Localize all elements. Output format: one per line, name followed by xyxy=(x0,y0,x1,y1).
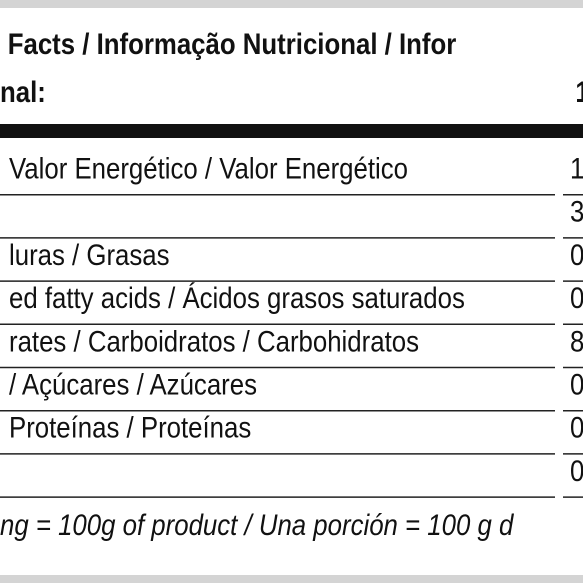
row-value: 1 xyxy=(570,152,583,185)
row-value: 0 xyxy=(570,454,583,487)
row-label: Valor Energético / Valor Energético xyxy=(9,152,408,185)
bottom-border xyxy=(0,575,583,583)
row-value: 3 xyxy=(570,195,583,228)
row-value: 8 xyxy=(570,325,583,358)
content: Facts / Informação Nutricional / Infor n… xyxy=(0,27,583,541)
title: Facts / Informação Nutricional / Infor xyxy=(8,27,457,60)
row-value: 0 xyxy=(570,238,583,271)
serving-label: nal: xyxy=(0,75,46,108)
row-label: / Açúcares / Azúcares xyxy=(9,368,257,401)
serving-value: 1 xyxy=(575,75,583,108)
top-border xyxy=(0,0,583,8)
row-label: rates / Carboidratos / Carbohidratos xyxy=(9,325,419,358)
row-label: luras / Grasas xyxy=(9,238,170,271)
row-label: ed fatty acids / Ácidos grasos saturados xyxy=(9,281,465,314)
row-value: 0 xyxy=(570,368,583,401)
footer-note: ng = 100g of product / Una porción = 100… xyxy=(0,508,515,541)
row-value: 0 xyxy=(570,411,583,444)
row-label: Proteínas / Proteínas xyxy=(9,411,251,444)
thick-rule xyxy=(0,124,583,138)
row-value: 0 xyxy=(570,281,583,314)
